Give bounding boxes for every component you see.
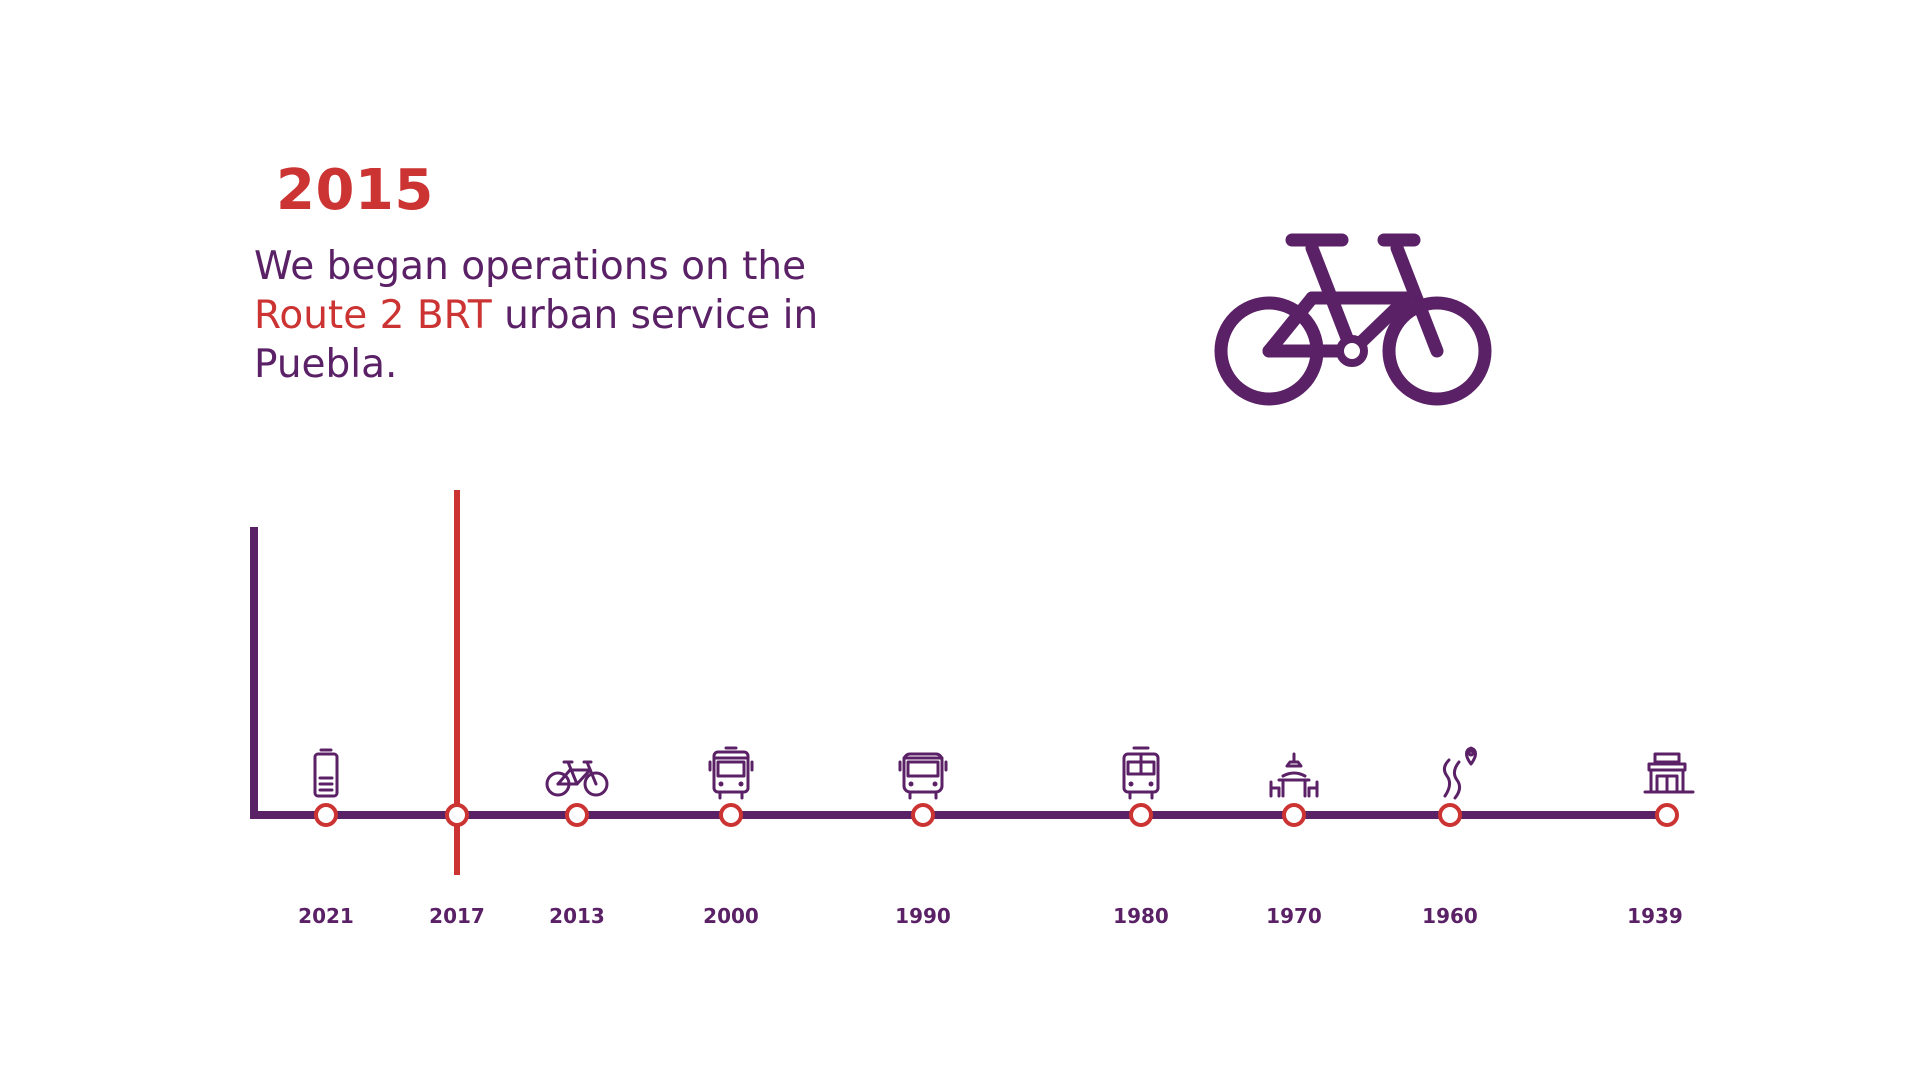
milestone-1980[interactable] [1106, 740, 1176, 810]
timeline-dot[interactable] [911, 803, 935, 827]
description-text-end: urban service in Puebla. [254, 293, 819, 387]
coach-icon [898, 752, 948, 800]
bus-front-icon [708, 746, 754, 800]
milestone-1970[interactable] [1259, 740, 1329, 810]
year-label-2000[interactable]: 2000 [703, 904, 759, 928]
milestone-1990[interactable] [888, 740, 958, 810]
trolleybus-icon [1122, 746, 1160, 800]
bicycle-icon [1214, 233, 1492, 406]
timeline-dot[interactable] [719, 803, 743, 827]
year-label-1990[interactable]: 1990 [895, 904, 951, 928]
milestone-1939[interactable] [1631, 740, 1701, 810]
building-icon [1643, 752, 1695, 794]
route-highlight: Route 2 BRT [254, 293, 492, 338]
milestone-2021[interactable] [291, 740, 361, 810]
milestone-2013[interactable] [542, 740, 612, 810]
market-stall-icon [1269, 752, 1319, 798]
milestone-1960[interactable] [1425, 740, 1495, 810]
route-pin-icon [1442, 746, 1477, 800]
timeline-dot[interactable] [1129, 803, 1153, 827]
year-label-1939[interactable]: 1939 [1627, 904, 1683, 928]
battery-icon [313, 748, 339, 798]
milestone-description: We began operations on the Route 2 BRT u… [254, 242, 914, 389]
timeline-dot[interactable] [1438, 803, 1462, 827]
selected-year: 2015 [276, 158, 434, 223]
milestone-2000[interactable] [696, 740, 766, 810]
timeline-dot[interactable] [565, 803, 589, 827]
bicycle-icon [545, 760, 609, 797]
year-label-1960[interactable]: 1960 [1422, 904, 1478, 928]
year-label-2021[interactable]: 2021 [298, 904, 354, 928]
year-label-1980[interactable]: 1980 [1113, 904, 1169, 928]
timeline-dots [314, 803, 1679, 827]
timeline-axis [250, 527, 1667, 819]
timeline-dot[interactable] [1282, 803, 1306, 827]
year-label-2017[interactable]: 2017 [429, 904, 485, 928]
timeline-dot[interactable] [314, 803, 338, 827]
timeline-dot[interactable] [445, 803, 469, 827]
year-label-2013[interactable]: 2013 [549, 904, 605, 928]
description-text-start: We began operations on the [254, 244, 807, 289]
year-label-1970[interactable]: 1970 [1266, 904, 1322, 928]
timeline-dot[interactable] [1655, 803, 1679, 827]
